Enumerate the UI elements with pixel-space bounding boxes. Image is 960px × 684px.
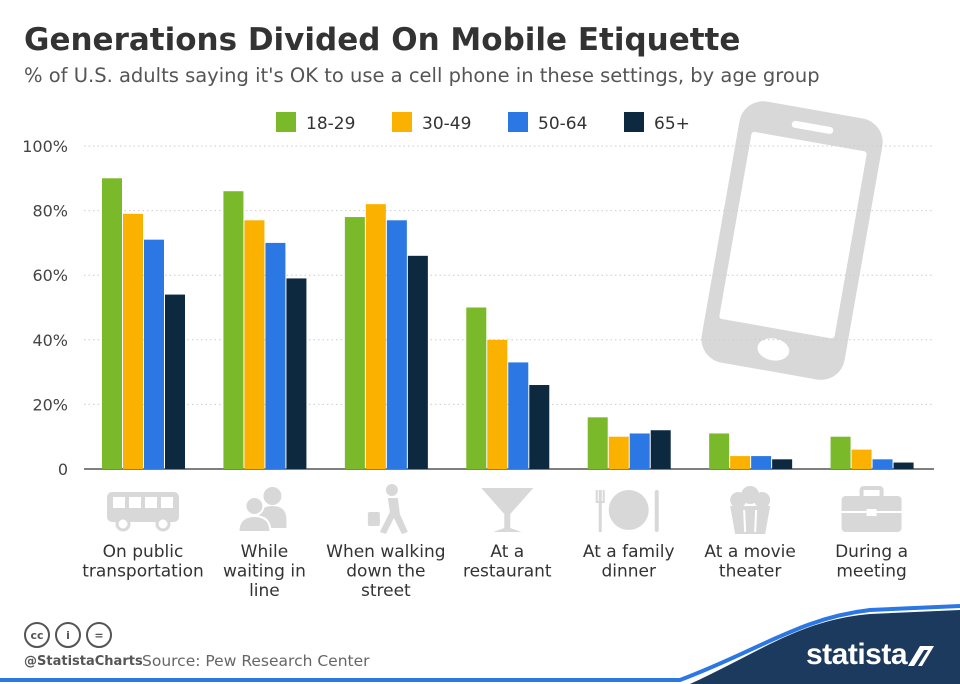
bar-18-29-1 [102,178,122,470]
bar-18-29-3 [344,217,365,469]
y-tick-label: 0 [58,460,68,479]
legend-label-30-49: 30-49 [422,114,471,134]
bar-30-49-2 [244,220,265,469]
by-icon: i [55,622,81,648]
bar-30-49-6 [730,456,751,469]
y-tick-label: 80% [32,202,68,221]
x-tick-label: At a movie theater [704,542,795,582]
people-icon [237,487,287,533]
dinner-plate-icon [595,490,659,532]
legend-label-65+: 65+ [654,114,690,134]
bar-18-29-2 [223,191,244,469]
legend-label-18-29: 18-29 [306,114,355,134]
popcorn-icon [730,486,771,534]
bar-30-49-5 [608,436,629,469]
license-icons: cc i = [24,622,112,648]
bar-65+-7 [893,462,914,469]
bar-50-64-2 [265,242,286,469]
bus-icon [107,492,179,532]
cocktail-glass-icon [481,488,534,532]
bar-65+-5 [650,430,671,469]
chart-subtitle: % of U.S. adults saying it's OK to use a… [24,64,820,87]
x-tick-label: When walking down the street [326,542,445,601]
bar-30-49-1 [123,213,143,469]
cc-icon: cc [24,622,50,648]
bar-50-64-6 [751,456,772,469]
statista-logo-mark [908,646,934,666]
x-tick-label: At a restaurant [463,542,552,582]
legend-label-50-64: 50-64 [538,114,587,134]
bar-30-49-4 [487,339,508,469]
bar-30-49-3 [365,204,386,469]
x-tick-label: During a meeting [835,542,908,582]
bar-18-29-6 [709,433,730,469]
x-tick-label: On public transportation [82,542,204,582]
legend-swatch-65+ [624,112,644,132]
bar-65+-6 [772,459,793,469]
legend-swatch-30-49 [392,112,412,132]
footer-brand-band [690,610,960,684]
bar-65+-1 [165,294,185,469]
walking-person-icon [367,484,408,534]
bar-18-29-7 [830,436,851,469]
briefcase-icon [841,486,902,532]
bar-65+-3 [407,255,428,469]
bar-18-29-5 [587,417,608,469]
bar-50-64-3 [386,220,407,469]
bar-50-64-5 [629,433,650,469]
y-tick-label: 20% [32,395,68,414]
bar-50-64-4 [508,362,529,469]
bar-65+-2 [286,278,307,469]
source-note: Source: Pew Research Center [142,652,370,670]
legend-swatch-50-64 [508,112,528,132]
statista-handle[interactable]: @StatistaCharts [24,654,143,669]
bar-30-49-7 [851,449,872,469]
bar-50-64-1 [144,239,164,469]
nd-icon: = [86,622,112,648]
y-tick-label: 40% [32,331,68,350]
legend-swatch-18-29 [276,112,296,132]
bar-50-64-7 [872,459,893,469]
footer-accent-line [0,604,960,682]
y-tick-label: 60% [32,266,68,285]
x-tick-label: While waiting in line [223,542,306,601]
chart-title: Generations Divided On Mobile Etiquette [24,22,741,58]
statista-logo[interactable]: statista [806,638,908,671]
x-tick-label: At a family dinner [583,542,675,582]
y-tick-label: 100% [22,137,68,156]
bar-65+-4 [529,385,550,469]
bar-18-29-4 [466,307,487,469]
phone-icon [701,101,883,380]
